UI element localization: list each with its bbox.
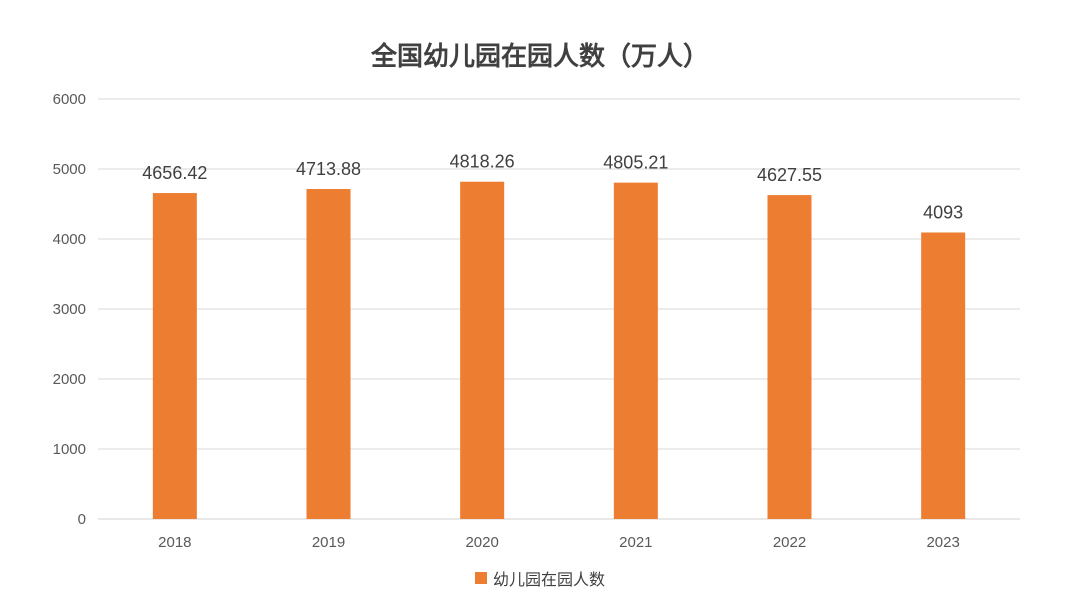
x-tick-label: 2023: [926, 534, 959, 551]
legend-swatch: [474, 572, 487, 584]
bar: [767, 195, 812, 519]
chart-title: 全国幼儿园在园人数（万人）: [370, 42, 709, 72]
x-tick-label: 2020: [465, 534, 498, 551]
bar: [460, 181, 505, 519]
y-tick-label: 5000: [53, 161, 86, 178]
x-tick-label: 2019: [312, 534, 345, 551]
y-tick-label: 1000: [53, 441, 86, 458]
gridlines: [98, 98, 1020, 520]
legend-label: 幼儿园在园人数: [492, 570, 605, 589]
data-label: 4627.55: [757, 165, 822, 185]
bar: [152, 193, 197, 519]
data-label: 4818.26: [450, 152, 515, 172]
x-axis-ticks: 2018 2019 2020 2021 2022 2023: [158, 534, 960, 551]
y-tick-label: 2000: [53, 371, 86, 388]
y-tick-label: 4000: [53, 231, 86, 248]
x-tick-label: 2022: [773, 534, 806, 551]
y-tick-label: 3000: [53, 301, 86, 318]
legend: 幼儿园在园人数: [0, 566, 1080, 590]
data-label: 4713.88: [296, 159, 361, 179]
y-tick-label: 0: [78, 511, 86, 528]
bar-chart: 0 1000 2000 3000 4000 5000 6000 4656.42 4713.88…: [53, 91, 1020, 551]
y-tick-label: 6000: [53, 91, 86, 108]
y-axis-ticks: 0 1000 2000 3000 4000 5000 6000: [53, 91, 86, 528]
data-label: 4093: [923, 202, 963, 222]
bar: [921, 232, 966, 520]
bars: [152, 181, 966, 520]
x-tick-label: 2021: [619, 534, 652, 551]
data-labels: 4656.42 4713.88 4818.26 4805.21 4627.55 4093: [142, 152, 963, 223]
data-label: 4656.42: [142, 163, 207, 183]
bar: [306, 189, 351, 520]
data-label: 4805.21: [603, 153, 668, 173]
x-tick-label: 2018: [158, 534, 191, 551]
bar: [613, 182, 658, 519]
